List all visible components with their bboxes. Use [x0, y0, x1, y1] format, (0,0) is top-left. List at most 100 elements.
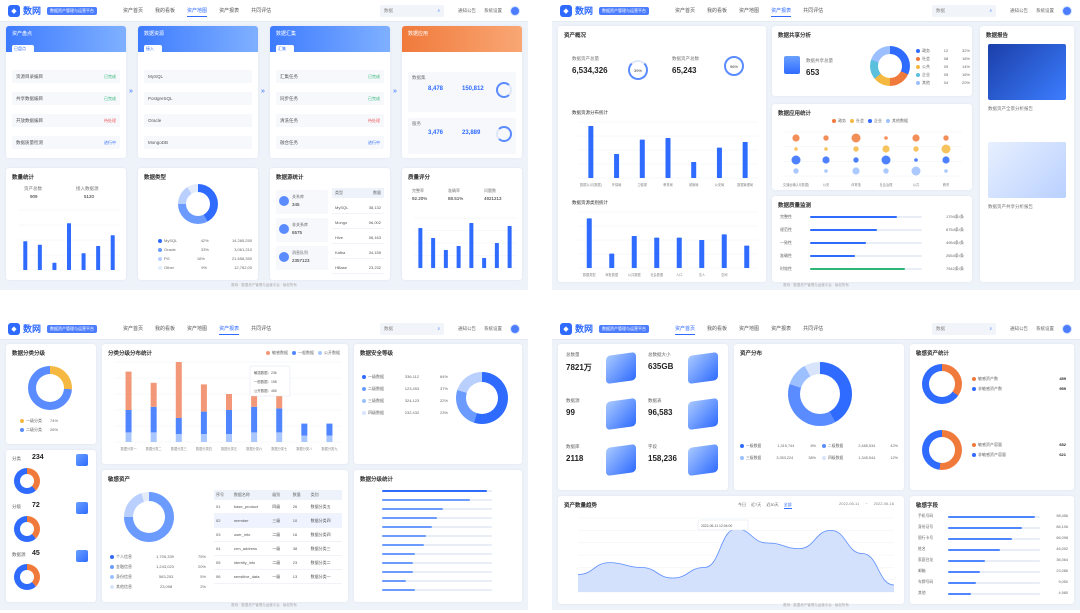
legend-item[interactable]: 其他数据 [886, 118, 908, 124]
menu-item[interactable]: 我的看板 [707, 7, 728, 14]
settings-link[interactable]: 系统设置 [484, 7, 502, 13]
stage-row[interactable]: 资源目录编目 已完成 [12, 70, 120, 83]
menu-item[interactable]: 资产首页 [675, 7, 696, 14]
brand-logo[interactable]: ◆ 数网 数据资产管理与运营平台 [8, 4, 98, 17]
report-thumb[interactable] [988, 142, 1066, 198]
notice-link[interactable]: 通知公告 [1010, 7, 1028, 13]
table-row[interactable]: 06 sensitive_data 一级 13 数据分类一 [214, 570, 342, 584]
menu-item[interactable]: 资产地图 [187, 325, 208, 332]
bar [742, 142, 748, 178]
legend-pct: 26% [50, 427, 59, 432]
legend-item[interactable]: 公开数据 [318, 350, 340, 356]
search-input[interactable]: 数据 ⌕ [932, 322, 996, 335]
search-icon[interactable]: ⌕ [989, 326, 992, 331]
search-icon[interactable]: ⌕ [437, 326, 440, 331]
stacked-bar-segment [175, 418, 182, 434]
stage-row[interactable]: MySQL [144, 70, 252, 83]
table-row[interactable]: HBase 23,232 [332, 262, 384, 274]
stage-row[interactable]: 共享数据编目 已完成 [12, 92, 120, 105]
stage-row[interactable]: 清洗任务 待处理 [276, 114, 384, 127]
category-bar-chart: 数据类型 审批数据 公共数据 社会数据 人口 法人 空间 [578, 211, 758, 277]
menu-item[interactable]: 我的看板 [155, 325, 176, 332]
hbar-fill [382, 526, 432, 528]
trend-tab[interactable]: 近7天 [751, 502, 762, 507]
avatar[interactable] [1062, 5, 1072, 16]
search-input[interactable]: 数据 ⌕ [380, 322, 444, 335]
menu-item[interactable]: 资产报表 [771, 325, 792, 332]
notice-link[interactable]: 通知公告 [458, 7, 476, 13]
stage-chip[interactable]: 汇集 [276, 45, 294, 53]
notice-link[interactable]: 通知公告 [1010, 325, 1028, 331]
legend-item[interactable]: 敏感数据 [266, 350, 288, 356]
settings-link[interactable]: 系统设置 [484, 325, 502, 331]
table-row[interactable]: 01 base_product 四级 26 数据分类五 [214, 500, 342, 514]
avatar[interactable] [510, 5, 520, 16]
menu-item-active[interactable]: 资产首页 [675, 323, 696, 335]
brand-logo[interactable]: ◆ 数网 数据资产管理与运营平台 [560, 4, 650, 17]
stage-row[interactable]: 融合任务 进行中 [276, 136, 384, 149]
sens-row: 非敏感资产容量 621 [972, 452, 1066, 458]
table-cell: base_product [233, 504, 259, 509]
field-label: 姓名 [918, 547, 926, 551]
table-row[interactable]: MySQL 38,132 [332, 202, 384, 214]
table-row[interactable]: 02 member 三级 10 数据分类四 [214, 514, 342, 528]
notice-link[interactable]: 通知公告 [458, 325, 476, 331]
menu-item-active[interactable]: 资产报表 [771, 5, 792, 17]
table-row[interactable]: Hive 06,163 [332, 232, 384, 244]
search-icon[interactable]: ⌕ [989, 8, 992, 13]
table-row[interactable]: Kafka 34,155 [332, 247, 384, 259]
table-row[interactable]: 03 user_info 二级 16 数据分类四 [214, 528, 342, 542]
apply-stat: 数据集 8,478 150,812 [408, 72, 516, 112]
stage-row[interactable]: 数据质量检测 进行中 [12, 136, 120, 149]
table-row[interactable]: Mongo 06,002 [332, 217, 384, 229]
search-input[interactable]: 数据 ⌕ [380, 4, 444, 17]
stage-row[interactable]: Oracle [144, 114, 252, 127]
menu-item[interactable]: 我的看板 [707, 325, 728, 332]
stage-row[interactable]: 汇集任务 已完成 [276, 70, 384, 83]
menu-item[interactable]: 资产地图 [739, 325, 760, 332]
stage-row[interactable]: PostgreSQL [144, 92, 252, 105]
tick-label: 数据分类三 [171, 446, 187, 451]
table-row[interactable]: 05 identity_info 二级 23 数据分类二 [214, 556, 342, 570]
menu-item[interactable]: 我的看板 [155, 7, 176, 14]
trend-tab[interactable]: 今日 [738, 502, 746, 507]
table-row[interactable]: 04 crm_address 一级 38 数据分类三 [214, 542, 342, 556]
progress-label: 准确性 [780, 253, 792, 258]
table-cell: sensitive_data [233, 574, 260, 579]
settings-link[interactable]: 系统设置 [1036, 7, 1054, 13]
legend-item[interactable]: 企业 [868, 118, 882, 124]
brand-logo[interactable]: ◆ 数网 数据资产管理与运营平台 [560, 322, 650, 335]
stage-chip[interactable]: 接入 [144, 45, 162, 53]
menu-item[interactable]: 共同评估 [803, 7, 824, 14]
stage-row[interactable]: MongoDB [144, 136, 252, 149]
report-thumb[interactable] [988, 44, 1066, 100]
menu-item-active[interactable]: 资产地图 [187, 5, 208, 17]
menu-item[interactable]: 资产首页 [123, 7, 144, 14]
tick-label: 数据分类七 [271, 446, 288, 451]
menu-item[interactable]: 共同评估 [803, 325, 824, 332]
sensitive-row: 身份信息 563,253 5% [110, 574, 206, 580]
legend-item[interactable]: 政务 [832, 118, 846, 124]
search-icon[interactable]: ⌕ [437, 8, 440, 13]
table-cell: 38 [292, 546, 298, 551]
menu-item[interactable]: 资产报表 [219, 7, 240, 14]
search-input[interactable]: 数据 ⌕ [932, 4, 996, 17]
legend-item[interactable]: 一般数据 [292, 350, 314, 356]
menu-item[interactable]: 共同评估 [251, 7, 272, 14]
menu-item-active[interactable]: 资产报表 [219, 323, 240, 335]
stage-row[interactable]: 开放数据编目 待处理 [12, 114, 120, 127]
trend-tab[interactable]: 近30天 [766, 502, 779, 507]
stage-row[interactable]: 同步任务 已完成 [276, 92, 384, 105]
avatar[interactable] [510, 323, 520, 334]
brand-logo[interactable]: ◆ 数网 数据资产管理与运营平台 [8, 322, 98, 335]
stage-chip[interactable]: 已盘点 [12, 45, 34, 53]
menu-item[interactable]: 资产地图 [739, 7, 760, 14]
settings-link[interactable]: 系统设置 [1036, 325, 1054, 331]
field-track [948, 527, 1040, 529]
date-range[interactable]: 2022-06-11 ~2022-06-16 [839, 501, 894, 506]
trend-tab[interactable]: 全部 [783, 502, 792, 509]
menu-item[interactable]: 共同评估 [251, 325, 272, 332]
legend-item[interactable]: 社会 [850, 118, 864, 124]
avatar[interactable] [1062, 323, 1072, 334]
menu-item[interactable]: 资产首页 [123, 325, 144, 332]
